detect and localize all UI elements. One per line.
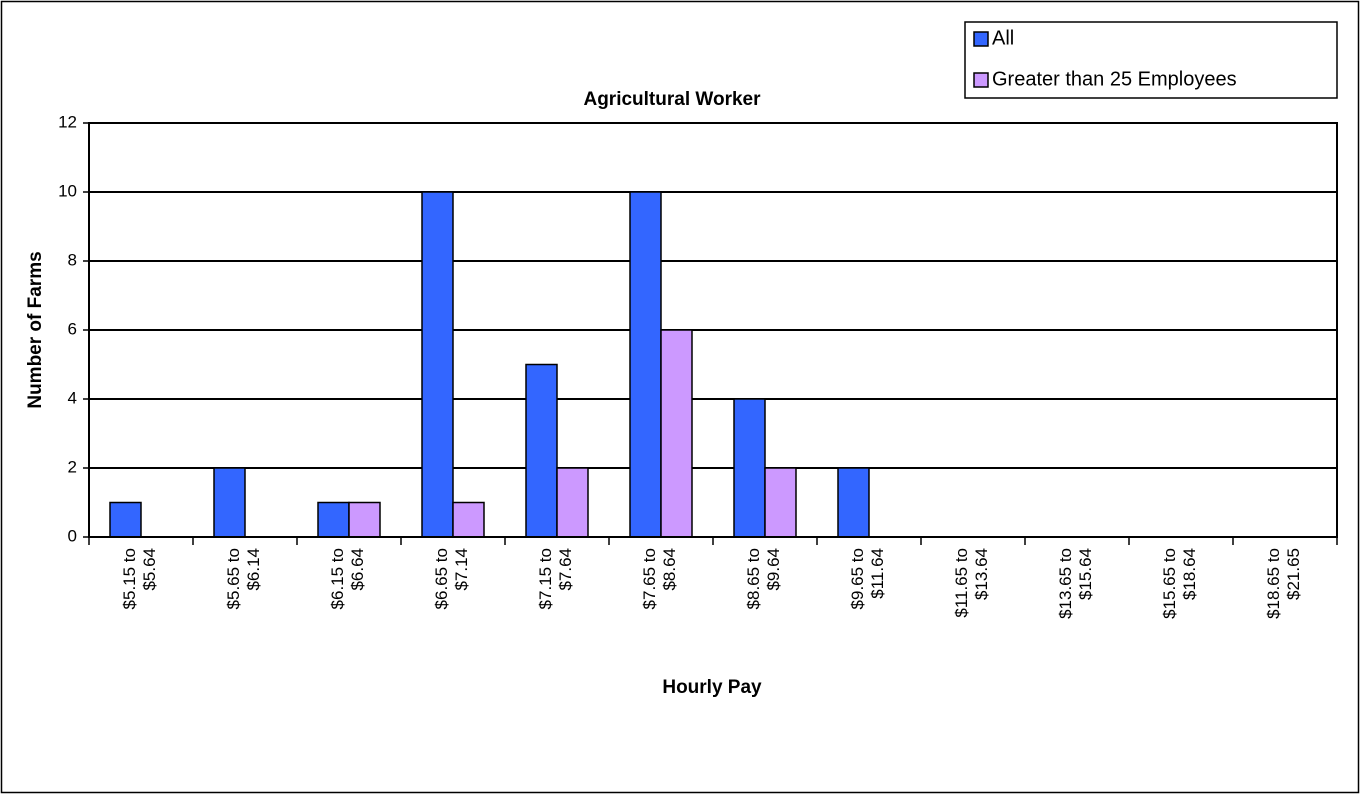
bar [629,191,662,538]
legend-label: All [992,27,1014,49]
legend-swatch [973,31,989,47]
x-tick-label: $18.65 to$21.65 [1264,548,1303,619]
y-axis-label: Number of Farms [25,251,46,408]
bar [556,467,589,538]
bar [109,501,142,538]
x-tick-label: $5.65 to$6.14 [224,548,263,609]
legend-swatch [973,72,989,88]
bar [764,467,797,538]
x-tick-label: $7.15 to$7.64 [536,548,575,609]
y-tick-label: 2 [68,457,77,476]
chart-title: Agricultural Worker [583,89,761,110]
bar [733,398,766,538]
bar [525,363,558,538]
y-tick-label: 8 [68,250,77,269]
bar [213,467,246,538]
x-tick-label: $13.65 to$15.64 [1056,548,1095,619]
y-tick-label: 4 [68,388,77,407]
x-axis-label: Hourly Pay [662,677,762,698]
x-tick-label: $5.15 to$5.64 [120,548,159,609]
y-tick-label: 12 [58,112,77,131]
x-tick-label: $8.65 to$9.64 [744,548,783,609]
bar [348,501,381,538]
legend-label: Greater than 25 Employees [992,68,1237,90]
x-tick-label: $15.65 to$18.64 [1160,548,1199,619]
legend-box [964,21,1338,99]
x-tick-label: $6.65 to$7.14 [432,548,471,609]
bar [421,191,454,538]
y-tick-label: 10 [58,181,77,200]
x-tick-label: $7.65 to$8.64 [640,548,679,609]
y-tick-label: 0 [68,526,77,545]
x-tick-label: $6.15 to$6.64 [328,548,367,609]
y-tick-label: 6 [68,319,77,338]
x-tick-label: $11.65 to$13.64 [952,548,991,618]
bar [837,467,870,538]
bar [660,329,693,538]
plot-frame [88,122,1338,538]
x-tick-label: $9.65 to$11.64 [848,548,887,609]
bar [452,501,485,538]
bar [317,501,350,538]
